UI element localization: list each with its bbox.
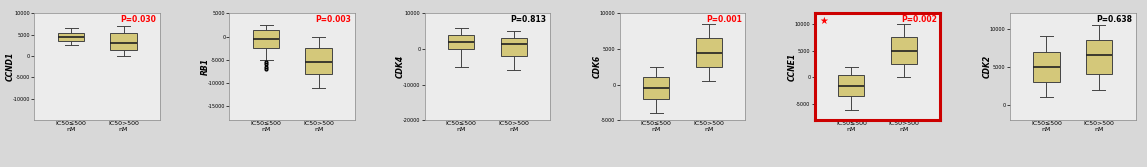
PathPatch shape xyxy=(500,38,526,56)
Text: P=0.638: P=0.638 xyxy=(1095,16,1132,25)
Text: P=0.001: P=0.001 xyxy=(705,16,742,25)
PathPatch shape xyxy=(695,38,721,67)
Y-axis label: CDK4: CDK4 xyxy=(396,55,405,78)
PathPatch shape xyxy=(110,33,136,50)
PathPatch shape xyxy=(1033,52,1060,82)
PathPatch shape xyxy=(253,30,279,48)
PathPatch shape xyxy=(838,75,865,96)
Text: P=0.030: P=0.030 xyxy=(120,16,156,25)
PathPatch shape xyxy=(305,48,331,74)
Text: ★: ★ xyxy=(820,16,828,26)
Y-axis label: RB1: RB1 xyxy=(201,58,210,75)
PathPatch shape xyxy=(643,77,670,99)
Text: P=0.813: P=0.813 xyxy=(510,16,547,25)
Y-axis label: CDK2: CDK2 xyxy=(983,55,992,78)
Text: P=0.003: P=0.003 xyxy=(315,16,351,25)
Y-axis label: CCNE1: CCNE1 xyxy=(788,53,796,81)
PathPatch shape xyxy=(1086,40,1111,74)
Y-axis label: CDK6: CDK6 xyxy=(593,55,601,78)
Y-axis label: CCND1: CCND1 xyxy=(6,52,15,81)
PathPatch shape xyxy=(58,33,84,41)
PathPatch shape xyxy=(448,35,475,49)
PathPatch shape xyxy=(891,37,916,64)
Text: P=0.002: P=0.002 xyxy=(900,16,937,25)
